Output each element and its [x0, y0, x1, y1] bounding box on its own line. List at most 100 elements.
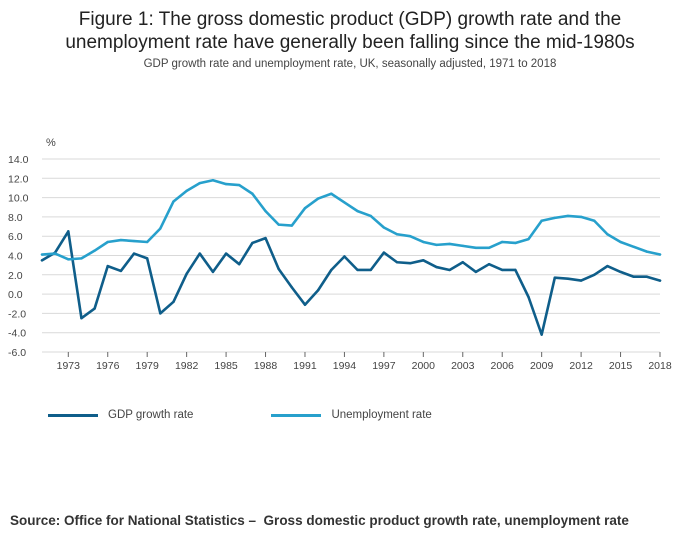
gdp-growth-point	[145, 257, 149, 260]
y-tick-label: 14.0	[8, 154, 29, 166]
y-tick-label: 0.0	[8, 289, 23, 301]
gdp-growth-point	[395, 261, 399, 264]
gdp-growth-point	[553, 276, 557, 279]
gdp-growth-point	[619, 270, 622, 274]
x-tick-label: 2009	[530, 360, 554, 372]
gdp-growth-point	[501, 268, 504, 272]
gdp-growth-point	[514, 268, 517, 272]
gdp-growth-point	[330, 268, 333, 272]
x-tick-label: 1994	[333, 360, 357, 372]
gdp-growth-point	[408, 262, 412, 265]
gdp-growth-point	[593, 273, 596, 276]
unemployment-rate-point	[106, 240, 109, 244]
unemployment-rate-point	[330, 192, 333, 195]
unemployment-rate-point	[316, 197, 320, 200]
unemployment-rate-point	[632, 245, 635, 249]
chart-title-line-1: Figure 1: The gross domestic product (GD…	[78, 9, 622, 30]
gdp-growth-point	[119, 269, 123, 273]
unemployment-rate-point	[435, 243, 438, 247]
x-tick-label: 1976	[96, 360, 120, 372]
x-tick-label: 2003	[451, 360, 475, 372]
unemployment-rate-point	[619, 240, 622, 244]
gdp-growth-point	[80, 317, 83, 320]
unemployment-rate-point	[290, 224, 294, 227]
legend-label-gdp: GDP growth rate	[108, 409, 194, 421]
gdp-growth-point	[343, 255, 346, 258]
unemployment-rate-point	[356, 209, 359, 213]
unemployment-rate-point	[382, 226, 386, 229]
y-tick-label: -4.0	[8, 328, 26, 340]
gdp-growth-point	[211, 270, 215, 274]
gdp-growth-point	[382, 251, 386, 254]
unemployment-rate-point	[553, 216, 557, 220]
gdp-growth-point	[606, 264, 609, 268]
gdp-growth-point	[251, 241, 254, 245]
x-tick-label: 1988	[254, 360, 278, 372]
unemployment-rate-point	[132, 239, 136, 243]
unemployment-rate-point	[198, 181, 201, 185]
unemployment-rate-point	[303, 207, 307, 210]
y-tick-label: 4.0	[8, 251, 23, 263]
gdp-growth-point	[474, 270, 478, 274]
gdp-growth-point	[185, 272, 188, 276]
unemployment-rate-point	[172, 200, 175, 203]
chart-legend: GDP growth rate Unemployment rate	[48, 409, 510, 421]
y-tick-label: 12.0	[8, 173, 29, 185]
y-tick-label: 6.0	[8, 231, 23, 243]
unemployment-rate-point	[185, 189, 188, 193]
legend-swatch-unemployment	[271, 413, 322, 417]
chart-title-line-2: unemployment rate have generally been fa…	[65, 32, 635, 53]
gdp-growth-point	[579, 279, 583, 282]
unemployment-rate-point	[501, 240, 504, 244]
gdp-growth-point	[40, 259, 44, 262]
unemployment-rate-point	[238, 183, 241, 187]
unemployment-rate-point	[461, 244, 464, 248]
unemployment-rate-point	[448, 242, 451, 246]
gdp-growth-point	[238, 262, 241, 266]
y-tick-label: -2.0	[8, 308, 26, 320]
gdp-growth-point	[159, 312, 162, 315]
gdp-growth-point	[264, 236, 267, 240]
legend-item-gdp: GDP growth rate	[48, 409, 193, 421]
legend-item-unemployment: Unemployment rate	[271, 409, 432, 421]
gdp-growth-point	[632, 275, 635, 278]
unemployment-rate-point	[514, 241, 517, 245]
unemployment-rate-point	[645, 250, 649, 253]
gdp-growth-point	[303, 303, 307, 306]
gdp-growth-point	[448, 268, 451, 272]
unemployment-rate-point	[211, 179, 215, 182]
gdp-growth-line	[40, 230, 662, 336]
unemployment-rate-point	[264, 209, 267, 213]
unemployment-rate-point	[658, 253, 662, 256]
gdp-growth-point	[277, 267, 280, 271]
unemployment-rate-point	[566, 214, 570, 218]
x-tick-label: 1997	[372, 360, 396, 372]
legend-label-unemployment: Unemployment rate	[331, 409, 432, 421]
x-tick-label: 2018	[648, 360, 672, 372]
x-tick-label: 1985	[214, 360, 238, 372]
gdp-growth-point	[645, 275, 649, 278]
unemployment-rate-point	[119, 238, 123, 242]
gdp-growth-point	[422, 259, 425, 262]
unemployment-rate-point	[540, 219, 543, 222]
unemployment-rate-point	[487, 246, 491, 249]
gdp-growth-point	[172, 300, 175, 304]
gdp-growth-point	[67, 230, 70, 233]
unemployment-rate-point	[80, 257, 83, 260]
x-tick-label: 1979	[136, 360, 160, 372]
unemployment-rate-point	[145, 240, 149, 244]
y-axis-unit-label: %	[46, 137, 56, 149]
unemployment-rate-point	[40, 253, 44, 256]
unemployment-rate-point	[67, 258, 70, 261]
y-tick-label: 8.0	[8, 212, 23, 224]
gdp-growth-point	[290, 286, 294, 289]
chart-subtitle: GDP growth rate and unemployment rate, U…	[143, 58, 557, 70]
gdp-growth-point	[93, 307, 96, 310]
chart-title: Figure 1: The gross domestic product (GD…	[0, 8, 700, 54]
unemployment-rate-point	[606, 233, 609, 236]
unemployment-rate-point	[369, 214, 372, 218]
x-tick-label: 2012	[569, 360, 593, 372]
gdp-growth-point	[527, 295, 530, 299]
gdp-growth-point	[224, 252, 228, 255]
gdp-growth-point	[487, 262, 491, 266]
